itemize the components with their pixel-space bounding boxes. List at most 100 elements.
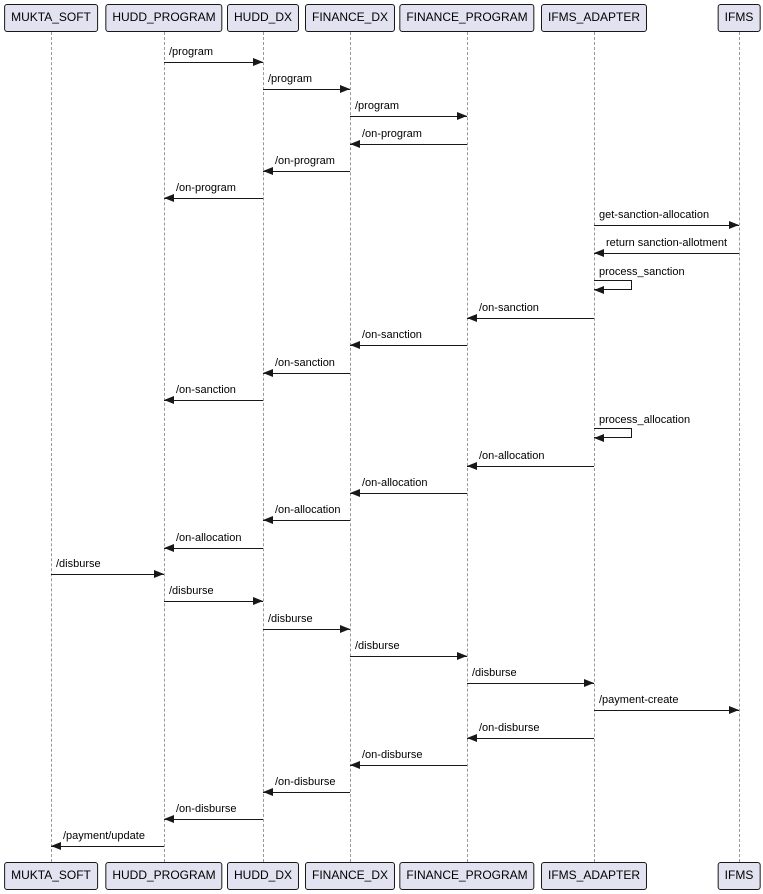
arrowhead-icon	[340, 625, 350, 633]
message-label: /on-sanction	[275, 357, 335, 369]
message-label: /program	[355, 100, 400, 112]
arrowhead-icon	[253, 597, 263, 605]
arrowhead-icon	[263, 516, 273, 524]
participant-top-finance-program: FINANCE_PROGRAM	[399, 4, 535, 32]
arrowhead-icon	[350, 489, 360, 497]
arrowhead-icon	[350, 761, 360, 769]
arrowhead-icon	[350, 140, 360, 148]
participant-bottom-hudd-dx: HUDD_DX	[226, 862, 300, 890]
arrowhead-icon	[263, 788, 273, 796]
self-message-loop	[594, 428, 632, 438]
message-label: /disburse	[355, 640, 400, 652]
arrowhead-icon	[340, 85, 350, 93]
participant-bottom-ifms: IFMS	[717, 862, 761, 890]
message-line	[594, 253, 739, 254]
message-label: /program	[268, 73, 313, 85]
message-label: /on-allocation	[362, 477, 428, 489]
message-label: return sanction-allotment	[606, 237, 728, 249]
message-label: /payment/update	[63, 830, 145, 842]
message-line	[263, 520, 350, 521]
message-line	[164, 548, 263, 549]
arrowhead-icon	[467, 462, 477, 470]
message-line	[594, 225, 739, 226]
arrowhead-icon	[164, 194, 174, 202]
message-line	[263, 89, 350, 90]
message-label: /on-program	[275, 155, 335, 167]
participant-top-hudd-program: HUDD_PROGRAM	[105, 4, 223, 32]
message-label: /on-sanction	[176, 384, 236, 396]
message-label: get-sanction-allocation	[599, 209, 710, 221]
message-label: /on-program	[176, 182, 236, 194]
message-line	[350, 493, 467, 494]
participant-top-finance-dx: FINANCE_DX	[304, 4, 396, 32]
arrowhead-icon	[350, 341, 360, 349]
message-line	[467, 683, 594, 684]
message-label: /on-disburse	[275, 776, 336, 788]
arrowhead-icon	[164, 396, 174, 404]
message-label: /payment-create	[599, 694, 679, 706]
arrowhead-icon	[729, 706, 739, 714]
message-label: /on-disburse	[176, 803, 237, 815]
message-label: /on-disburse	[362, 749, 423, 761]
message-line	[164, 400, 263, 401]
arrowhead-icon	[594, 434, 604, 442]
arrowhead-icon	[164, 544, 174, 552]
lifeline-finance-program	[467, 32, 468, 862]
message-label: /on-sanction	[362, 329, 422, 341]
message-line	[350, 345, 467, 346]
lifeline-finance-dx	[350, 32, 351, 862]
participant-top-ifms: IFMS	[717, 4, 761, 32]
message-line	[594, 710, 739, 711]
arrowhead-icon	[594, 249, 604, 257]
message-line	[350, 116, 467, 117]
arrowhead-icon	[467, 734, 477, 742]
message-line	[350, 765, 467, 766]
message-label: /on-disburse	[479, 722, 540, 734]
message-label: /on-allocation	[479, 450, 545, 462]
arrowhead-icon	[51, 842, 61, 850]
arrowhead-icon	[263, 369, 273, 377]
message-line	[263, 171, 350, 172]
message-line	[467, 738, 594, 739]
message-line	[263, 629, 350, 630]
message-line	[263, 792, 350, 793]
participant-top-mukta-soft: MUKTA_SOFT	[4, 4, 98, 32]
message-line	[164, 601, 263, 602]
arrowhead-icon	[457, 652, 467, 660]
self-message-loop	[594, 280, 632, 290]
lifeline-mukta-soft	[51, 32, 52, 862]
message-label: /disburse	[472, 667, 517, 679]
lifeline-hudd-dx	[263, 32, 264, 862]
lifeline-hudd-program	[164, 32, 165, 862]
message-label: /on-allocation	[275, 504, 341, 516]
arrowhead-icon	[457, 112, 467, 120]
message-line	[467, 466, 594, 467]
message-line	[350, 656, 467, 657]
arrowhead-icon	[253, 58, 263, 66]
message-label: /disburse	[268, 613, 313, 625]
message-line	[350, 144, 467, 145]
message-label: /disburse	[169, 585, 214, 597]
message-line	[51, 574, 164, 575]
participant-bottom-finance-program: FINANCE_PROGRAM	[399, 862, 535, 890]
participant-top-ifms-adapter: IFMS_ADAPTER	[540, 4, 648, 32]
message-line	[51, 846, 164, 847]
message-line	[263, 373, 350, 374]
arrowhead-icon	[594, 286, 604, 294]
message-label: /program	[169, 46, 214, 58]
self-message-label: process_sanction	[599, 266, 685, 278]
message-line	[164, 819, 263, 820]
message-label: /on-program	[362, 128, 422, 140]
arrowhead-icon	[154, 570, 164, 578]
participant-bottom-finance-dx: FINANCE_DX	[304, 862, 396, 890]
lifeline-ifms	[739, 32, 740, 862]
self-message-label: process_allocation	[599, 414, 691, 426]
participant-top-hudd-dx: HUDD_DX	[226, 4, 300, 32]
message-label: /disburse	[56, 558, 101, 570]
message-line	[164, 198, 263, 199]
message-line	[164, 62, 263, 63]
participant-bottom-hudd-program: HUDD_PROGRAM	[105, 862, 223, 890]
arrowhead-icon	[584, 679, 594, 687]
lifeline-ifms-adapter	[594, 32, 595, 862]
arrowhead-icon	[729, 221, 739, 229]
